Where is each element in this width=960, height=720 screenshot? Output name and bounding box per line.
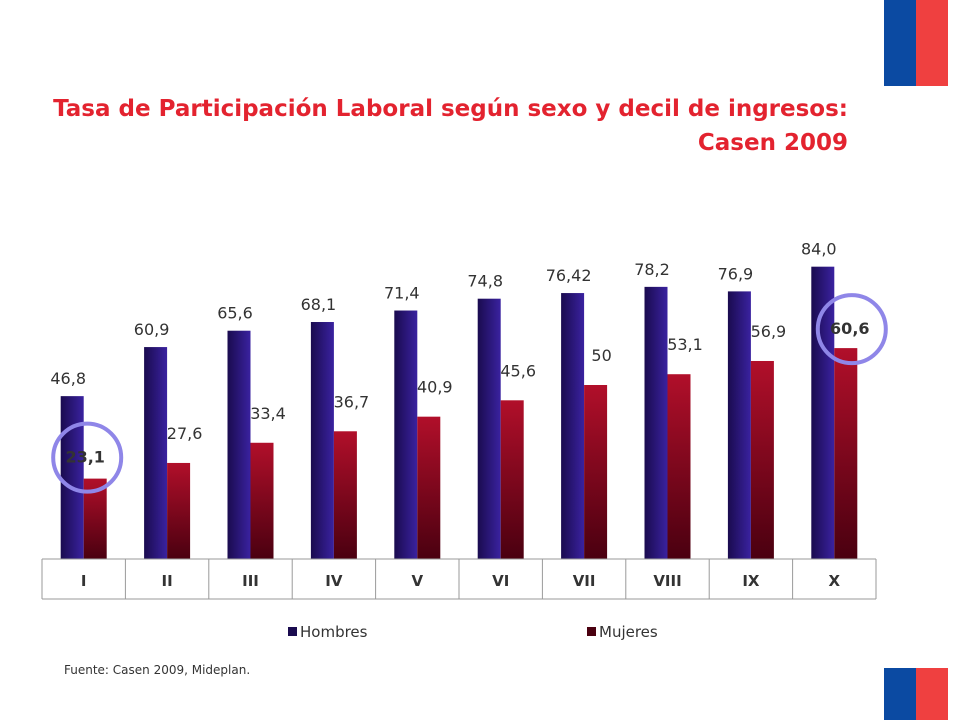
chart-title-line-2: Casen 2009 [697, 130, 848, 156]
category-label-IX: IX [742, 572, 760, 590]
data-label-mujeres-III: 33,4 [250, 404, 286, 423]
highlight-circle-I [51, 421, 124, 494]
data-label-hombres-IX: 76,9 [718, 264, 754, 283]
legend-swatch-mujeres [587, 627, 596, 636]
category-label-I: I [81, 572, 87, 590]
data-label-mujeres-I: 23,1 [65, 448, 104, 467]
bar-mujeres-X [834, 348, 858, 559]
data-label-hombres-X: 84,0 [801, 240, 837, 259]
bar-mujeres-II [167, 462, 191, 559]
chart-title: Tasa de Participación Laboral según sexo… [48, 92, 848, 160]
legend-label-mujeres: Mujeres [599, 623, 658, 641]
bar-mujeres-VIII [667, 374, 691, 559]
bar-hombres-VIII [644, 286, 668, 559]
bar-hombres-IX [727, 291, 751, 559]
data-label-hombres-VIII: 78,2 [634, 260, 670, 279]
data-label-hombres-VII: 76,42 [546, 266, 592, 285]
bar-mujeres-I [83, 478, 107, 559]
legend-label-hombres: Hombres [300, 623, 368, 641]
bar-mujeres-IV [333, 431, 357, 559]
category-label-VII: VII [573, 572, 596, 590]
legend-swatch-hombres [288, 627, 297, 636]
bar-hombres-IV [310, 322, 334, 559]
flag-decoration-bottom [884, 668, 948, 720]
bar-hombres-X [811, 266, 835, 559]
category-label-III: III [242, 572, 259, 590]
bar-mujeres-V [417, 416, 441, 559]
data-label-mujeres-VII: 50 [591, 346, 611, 365]
category-label-IV: IV [325, 572, 343, 590]
data-label-mujeres-IV: 36,7 [334, 392, 370, 411]
data-label-hombres-II: 60,9 [134, 320, 170, 339]
highlight-circle-X [815, 293, 888, 366]
data-label-hombres-V: 71,4 [384, 284, 420, 303]
data-label-hombres-VI: 74,8 [467, 272, 503, 291]
data-label-mujeres-VI: 45,6 [500, 361, 536, 380]
category-label-V: V [411, 572, 423, 590]
bar-hombres-III [227, 330, 251, 559]
source-note: Fuente: Casen 2009, Mideplan. [64, 663, 251, 677]
bar-hombres-II [144, 347, 168, 559]
flag-decoration-top [884, 0, 948, 86]
data-label-mujeres-V: 40,9 [417, 378, 453, 397]
data-label-hombres-I: 46,8 [50, 369, 86, 388]
category-label-X: X [829, 572, 841, 590]
category-label-VI: VI [492, 572, 509, 590]
bar-hombres-V [394, 310, 418, 559]
bar-mujeres-III [250, 442, 274, 559]
bar-hombres-VII [561, 293, 585, 559]
bar-hombres-I [60, 396, 84, 559]
data-label-mujeres-VIII: 53,1 [667, 335, 703, 354]
category-label-VIII: VIII [653, 572, 681, 590]
bar-hombres-VI [477, 298, 501, 559]
bar-mujeres-VI [500, 400, 524, 559]
data-label-mujeres-IX: 56,9 [751, 322, 787, 341]
data-label-mujeres-II: 27,6 [167, 424, 203, 443]
chart-title-line-1: Tasa de Participación Laboral según sexo… [53, 96, 848, 122]
bar-mujeres-VII [584, 385, 608, 559]
bar-mujeres-IX [750, 360, 774, 559]
category-label-II: II [162, 572, 173, 590]
data-label-hombres-IV: 68,1 [301, 295, 337, 314]
data-label-mujeres-X: 60,6 [830, 319, 869, 338]
data-label-hombres-III: 65,6 [217, 304, 253, 323]
